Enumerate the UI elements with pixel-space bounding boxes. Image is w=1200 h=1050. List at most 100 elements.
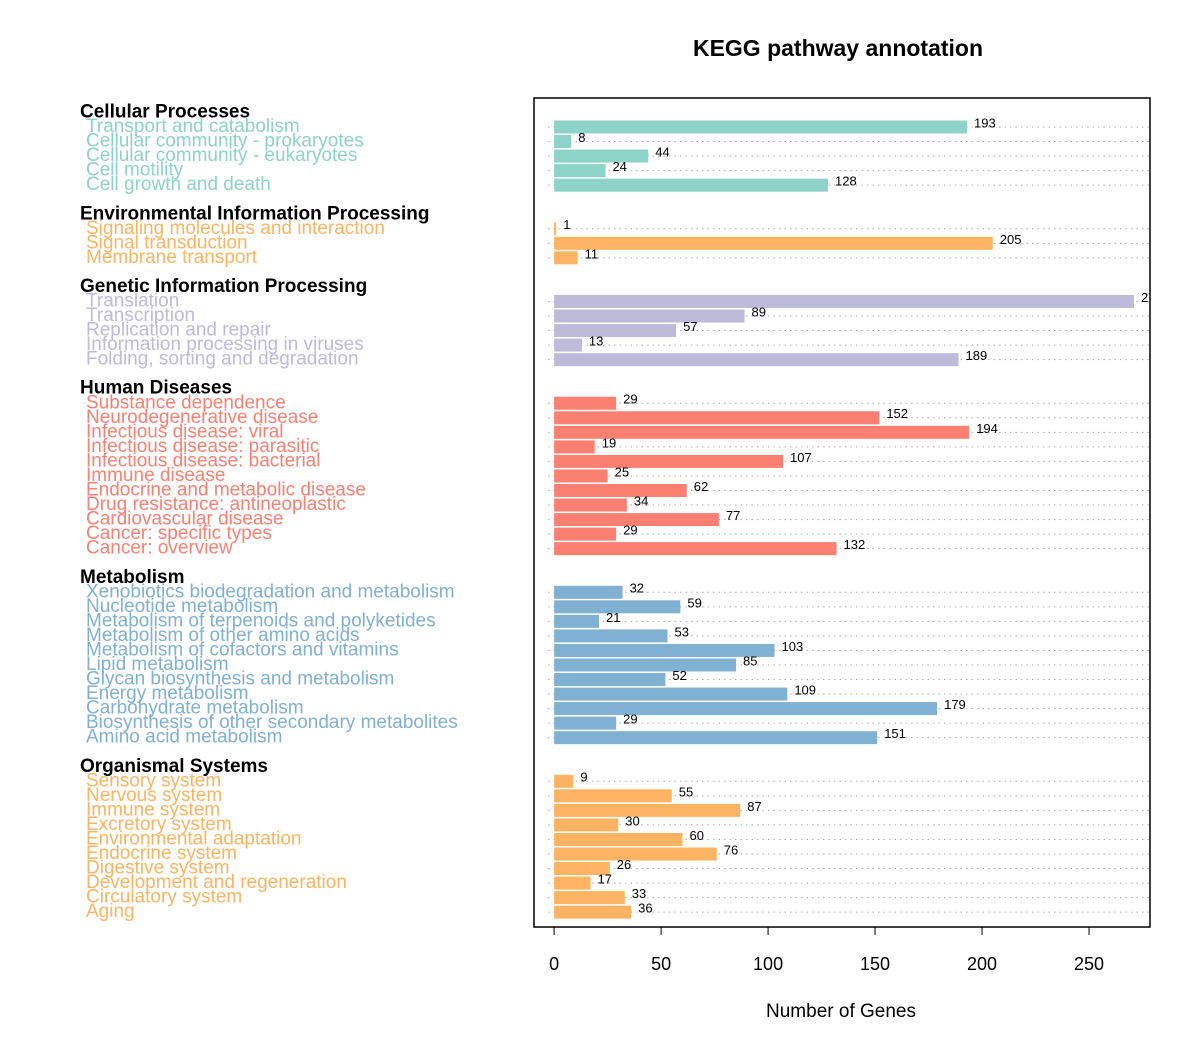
value-label: 194 <box>976 421 998 436</box>
bar <box>554 324 677 338</box>
value-label: 19 <box>602 435 616 450</box>
bar <box>554 774 574 788</box>
bar <box>554 353 959 367</box>
value-label: 193 <box>974 115 996 130</box>
category-label: Infectious disease: viral <box>86 421 284 442</box>
category-label: Metabolism of cofactors and vitamins <box>86 639 399 660</box>
category-label: Excretory system <box>86 814 232 835</box>
bar <box>554 600 681 614</box>
bar <box>554 905 632 919</box>
category-label: Sensory system <box>86 770 221 791</box>
x-tick-label: 200 <box>967 954 997 974</box>
bar <box>554 658 736 672</box>
bar <box>554 469 608 483</box>
value-label: 60 <box>689 828 703 843</box>
category-label: Glycan biosynthesis and metabolism <box>86 669 394 690</box>
bar <box>554 178 828 192</box>
category-label: Translation <box>86 290 179 311</box>
value-label: 44 <box>655 145 669 160</box>
category-label: Infectious disease: bacterial <box>86 450 320 471</box>
category-label: Cardiovascular disease <box>86 509 284 530</box>
category-label: Lipid metabolism <box>86 654 229 675</box>
value-label: 11 <box>585 246 599 261</box>
value-label: 76 <box>724 842 738 857</box>
value-label: 87 <box>747 799 761 814</box>
value-label: 30 <box>625 813 639 828</box>
bar <box>554 862 610 876</box>
x-axis-label: Number of Genes <box>766 1001 916 1022</box>
value-label: 132 <box>844 537 866 552</box>
value-label: 107 <box>790 450 812 465</box>
bar <box>554 789 672 803</box>
bar <box>554 120 968 134</box>
value-label: 57 <box>683 319 697 334</box>
bar <box>554 832 683 846</box>
category-label: Infectious disease: parasitic <box>86 436 319 457</box>
x-tick-label: 50 <box>651 954 671 974</box>
bar <box>554 309 745 323</box>
value-label: 151 <box>884 726 906 741</box>
value-label: 34 <box>634 493 648 508</box>
x-tick-label: 0 <box>549 954 559 974</box>
value-label: 36 <box>638 901 652 916</box>
bar <box>554 454 784 468</box>
value-label: 32 <box>630 581 644 596</box>
plot-area: 193 8 44 24 128 1 205 11 271 89 57 13 189 29 152 194 19 1… <box>548 115 1163 919</box>
category-label: Digestive system <box>86 858 230 879</box>
bar <box>554 542 837 556</box>
category-label: Cellular community - prokaryotes <box>86 131 364 152</box>
category-label: Circulatory system <box>86 887 242 908</box>
category-label: Information processing in viruses <box>86 334 364 355</box>
category-label: Cancer: specific types <box>86 523 272 544</box>
group-label: Environmental Information Processing <box>80 203 429 224</box>
category-label: Nervous system <box>86 785 222 806</box>
x-tick-label: 100 <box>753 954 783 974</box>
value-label: 62 <box>694 479 708 494</box>
bar <box>554 818 619 832</box>
bar <box>554 702 938 716</box>
category-label: Immune disease <box>86 465 225 486</box>
value-label: 52 <box>672 668 686 683</box>
value-label: 77 <box>726 508 740 523</box>
bar <box>554 135 572 149</box>
bar <box>554 498 627 512</box>
bar <box>554 527 617 541</box>
bar <box>554 222 557 236</box>
category-label: Cellular community - eukaryotes <box>86 145 357 166</box>
value-label: 205 <box>1000 232 1022 247</box>
category-label: Endocrine and metabolic disease <box>86 480 366 501</box>
value-label: 29 <box>623 712 637 727</box>
bar <box>554 236 993 250</box>
bar <box>554 847 717 861</box>
category-label: Aging <box>86 901 135 922</box>
value-label: 59 <box>687 595 701 610</box>
bar <box>554 440 595 454</box>
value-label: 85 <box>743 653 757 668</box>
bar <box>554 876 591 890</box>
value-label: 271 <box>1141 290 1163 305</box>
category-label: Development and regeneration <box>86 872 347 893</box>
bar <box>554 803 741 817</box>
bar <box>554 149 649 163</box>
plot-frame <box>533 97 1151 928</box>
category-label: Folding, sorting and degradation <box>86 349 359 370</box>
value-label: 55 <box>679 784 693 799</box>
bar <box>554 396 617 410</box>
value-label: 17 <box>597 872 611 887</box>
bar <box>554 731 878 745</box>
category-label: Biosynthesis of other secondary metaboli… <box>86 712 458 733</box>
group-label: Organismal Systems <box>80 756 268 777</box>
category-label: Neurodegenerative disease <box>86 407 318 428</box>
value-label: 128 <box>835 174 857 189</box>
bar <box>554 294 1134 308</box>
category-label: Signaling molecules and interaction <box>86 218 385 239</box>
group-label: Cellular Processes <box>80 101 250 122</box>
bar <box>554 484 687 497</box>
bar <box>554 164 606 178</box>
category-label: Cancer: overview <box>86 538 233 559</box>
value-label: 8 <box>578 130 585 145</box>
x-tick-label: 150 <box>860 954 890 974</box>
value-label: 24 <box>612 159 626 174</box>
value-label: 29 <box>623 392 637 407</box>
